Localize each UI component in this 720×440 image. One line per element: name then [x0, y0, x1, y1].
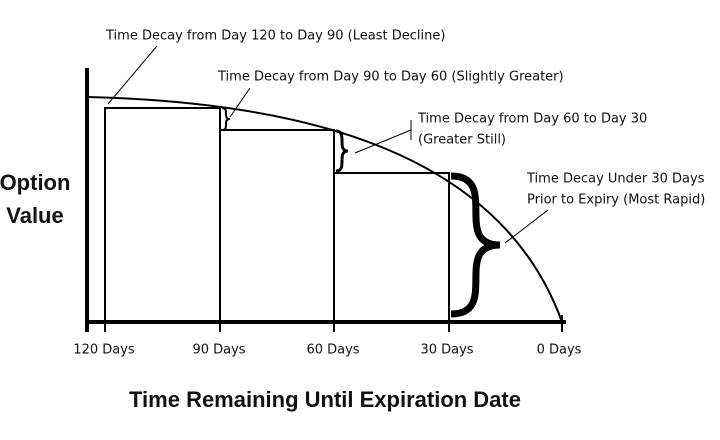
annotation: Time Decay from Day 60 to Day 30	[417, 112, 647, 127]
annotation: Time Decay from Day 90 to Day 60 (Slight…	[217, 70, 564, 85]
value-curve	[86, 96, 563, 323]
decay-box	[104, 107, 221, 323]
x-label: 120 Days	[73, 343, 135, 358]
x-label: 90 Days	[192, 343, 245, 358]
decay-box	[333, 172, 450, 323]
leader-line	[354, 129, 412, 154]
leader-line	[107, 45, 158, 105]
x-axis-title: Time Remaining Until Expiration Date	[129, 387, 521, 412]
braces	[221, 107, 501, 318]
x-label: 30 Days	[420, 343, 473, 358]
x-ticks	[104, 315, 563, 332]
decay-box	[219, 129, 335, 323]
brace	[450, 172, 501, 318]
annotation: Time Decay Under 30 Days	[526, 172, 705, 187]
brace	[335, 129, 349, 173]
x-label: 60 Days	[306, 343, 359, 358]
x-label: 0 Days	[537, 343, 582, 358]
leader-line	[229, 87, 251, 118]
boxes	[104, 107, 450, 323]
leaders	[107, 45, 549, 244]
y-axis-label: Option	[0, 170, 70, 195]
y-axis-label: Value	[6, 203, 63, 228]
brace	[221, 107, 231, 131]
annotation: (Greater Still)	[418, 133, 506, 148]
leader-line	[504, 209, 549, 244]
annotation: Time Decay from Day 120 to Day 90 (Least…	[105, 29, 445, 44]
annotation: Prior to Expiry (Most Rapid)	[527, 193, 705, 208]
